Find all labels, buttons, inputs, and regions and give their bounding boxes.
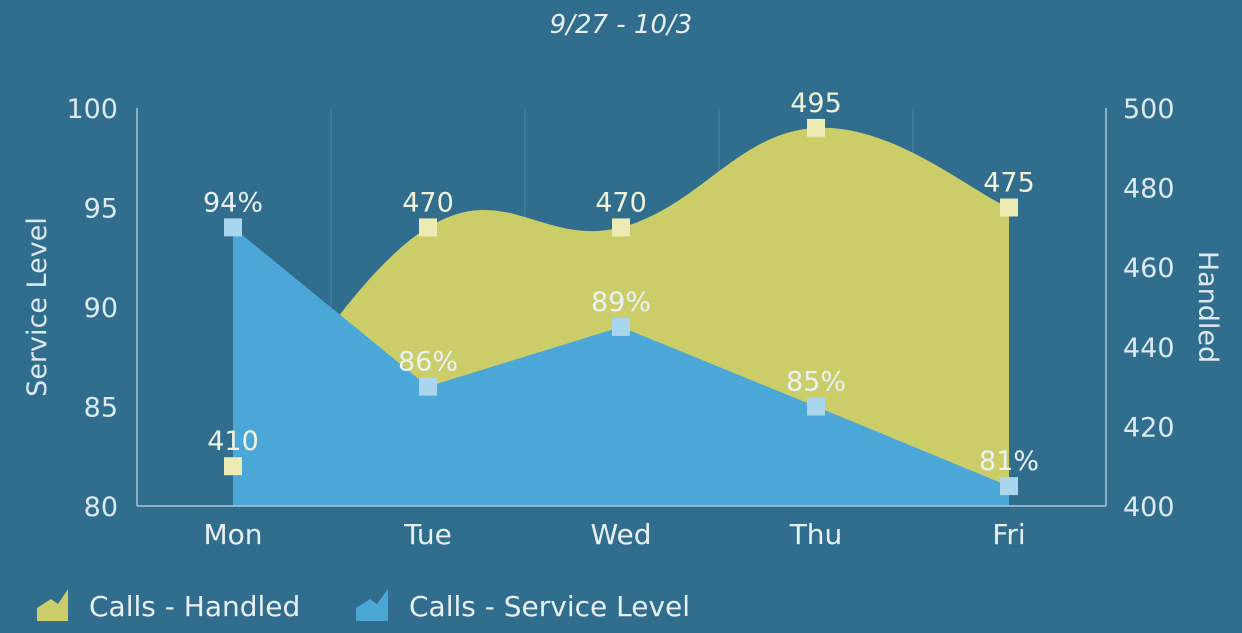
right-tick-label: 460 [1123,253,1175,284]
service-level-area [233,227,1009,506]
category-labels: Mon Tue Wed Thu Fri [203,518,1025,551]
handled-data-label: 410 [207,426,259,457]
left-axis-ticks: 100 95 90 85 80 [66,94,118,523]
right-tick-label: 440 [1123,333,1175,364]
service-level-data-label: 81% [979,446,1039,477]
category-label-wed: Wed [590,518,651,551]
left-tick-label: 95 [84,194,118,225]
service-level-markers [224,218,1018,496]
handled-marker-wed[interactable] [612,218,630,237]
left-tick-label: 85 [84,393,118,424]
service-level-marker-mon[interactable] [224,218,242,237]
handled-marker-fri[interactable] [1000,198,1018,217]
handled-marker-thu[interactable] [807,118,825,137]
category-label-fri: Fri [992,518,1025,551]
right-tick-label: 500 [1123,94,1175,125]
service-level-data-label: 86% [398,347,458,378]
legend-label-service-level: Calls - Service Level [409,590,690,623]
handled-data-label: 470 [402,187,454,218]
chart-title: 9/27 - 10/3 [550,10,693,40]
left-tick-label: 90 [84,293,118,324]
right-axis-ticks: 500 480 460 440 420 400 [1123,94,1175,523]
service-level-marker-fri[interactable] [1000,477,1018,496]
left-tick-label: 80 [84,492,118,523]
service-level-data-labels: 94% 86% 89% 85% 81% [203,187,1039,477]
handled-data-label: 470 [595,187,647,218]
service-level-marker-tue[interactable] [419,377,437,396]
category-label-mon: Mon [203,518,262,551]
service-level-data-label: 89% [591,287,651,318]
area-chart-icon [356,589,388,621]
legend-item-handled[interactable]: Calls - Handled [37,589,300,623]
right-tick-label: 420 [1123,412,1175,443]
right-tick-label: 400 [1123,492,1175,523]
legend: Calls - Handled Calls - Service Level [37,589,690,623]
handled-data-label: 475 [983,168,1035,199]
service-level-area-fill [233,227,1009,506]
service-level-data-label: 94% [203,187,263,218]
service-level-marker-wed[interactable] [612,317,630,336]
category-label-thu: Thu [789,518,843,551]
handled-data-label: 495 [790,88,842,119]
area-chart-icon [37,589,68,621]
left-axis-title: Service Level [22,217,53,397]
handled-marker-mon[interactable] [224,457,242,476]
handled-marker-tue[interactable] [419,218,437,237]
service-level-data-label: 85% [786,367,846,398]
handled-data-labels: 410 470 470 495 475 [207,88,1035,457]
legend-label-handled: Calls - Handled [89,590,300,623]
right-axis-title: Handled [1192,251,1223,363]
handled-markers [224,118,1018,476]
left-tick-label: 100 [66,94,118,125]
right-tick-label: 480 [1123,174,1175,205]
legend-item-service-level[interactable]: Calls - Service Level [356,589,690,623]
category-label-tue: Tue [403,518,452,551]
service-level-marker-thu[interactable] [807,397,825,416]
